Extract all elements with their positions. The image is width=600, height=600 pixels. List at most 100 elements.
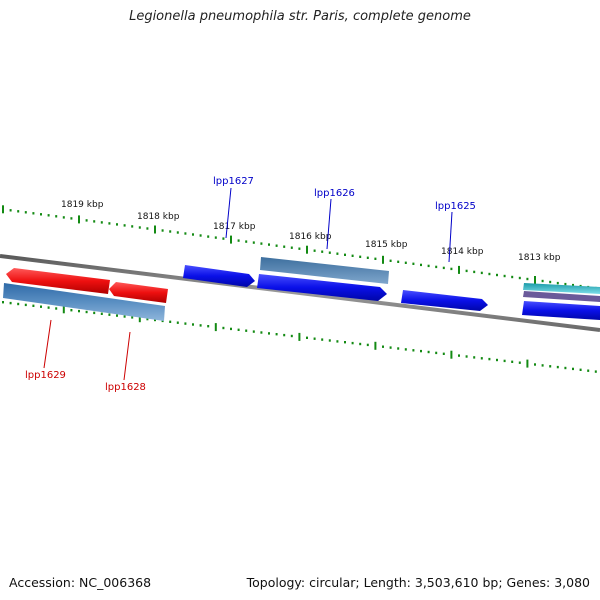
inner-scale-minor-tick	[116, 314, 118, 317]
inner-scale-minor-tick	[594, 370, 597, 373]
inner-scale-minor-tick	[237, 328, 240, 331]
scale-label-1817: 1817 kbp	[213, 222, 256, 232]
outer-scale-minor-tick	[549, 280, 552, 284]
inner-scale-minor-tick	[260, 331, 263, 334]
inner-scale-minor-tick	[192, 323, 194, 326]
inner-scale-ticks	[2, 301, 597, 373]
gene-label-lpp1629[interactable]: lpp1629	[25, 370, 66, 381]
outer-scale-minor-tick	[222, 237, 225, 240]
outer-scale-minor-tick	[442, 266, 445, 270]
inner-scale-major-tick	[526, 359, 529, 368]
inner-scale-minor-tick	[154, 318, 156, 322]
inner-scale-minor-tick	[556, 365, 559, 369]
outer-scale-minor-tick	[237, 239, 240, 242]
outer-scale-minor-tick	[9, 209, 12, 212]
gene-lpp1629-arrow[interactable]	[6, 268, 110, 294]
inner-scale-minor-tick	[290, 334, 293, 338]
gene-lpp1627-arrow[interactable]	[183, 265, 255, 287]
inner-scale-major-tick	[214, 323, 217, 332]
inner-scale-minor-tick	[397, 347, 400, 350]
gene-label-lpp1628[interactable]: lpp1628	[105, 382, 146, 393]
outer-scale-minor-tick	[245, 240, 248, 243]
gene-lpp1629-bar	[3, 283, 165, 321]
inner-scale-minor-tick	[442, 352, 445, 355]
outer-scale-minor-tick	[374, 257, 377, 260]
outer-scale-minor-tick	[450, 267, 453, 271]
outer-scale-minor-tick	[32, 212, 35, 215]
outer-scale-minor-tick	[268, 243, 270, 246]
outer-scale-minor-tick	[496, 273, 498, 277]
scale-label-1819: 1819 kbp	[61, 200, 104, 210]
outer-scale-minor-tick	[397, 260, 400, 263]
gene-lpp1626-arrow[interactable]	[257, 274, 387, 301]
outer-scale-minor-tick	[116, 223, 118, 226]
outer-scale-minor-tick	[328, 251, 331, 254]
outer-scale-minor-tick	[435, 265, 438, 269]
inner-scale-minor-tick	[283, 333, 286, 337]
outer-scale-major-tick	[382, 255, 384, 264]
inner-scale-minor-tick	[108, 313, 111, 316]
outer-scale-minor-tick	[541, 279, 544, 283]
inner-scale-minor-tick	[404, 348, 407, 351]
inner-scale-minor-tick	[55, 307, 58, 310]
gene-lpp1628-arrow[interactable]	[109, 282, 168, 303]
inner-scale-minor-tick	[541, 364, 544, 367]
inner-scale-minor-tick	[268, 332, 270, 335]
outer-scale-minor-tick	[412, 262, 415, 265]
inner-scale-minor-tick	[465, 355, 468, 358]
inner-scale-minor-tick	[207, 325, 210, 328]
inner-scale-minor-tick	[572, 367, 574, 371]
outer-scale-minor-tick	[313, 249, 316, 252]
inner-scale-minor-tick	[184, 322, 187, 325]
inner-scale-minor-tick	[412, 349, 415, 352]
inner-scale-minor-tick	[336, 340, 339, 343]
outer-scale-minor-tick	[169, 230, 172, 233]
feature-cyan-bar	[523, 283, 600, 294]
inner-scale-minor-tick	[40, 305, 42, 308]
outer-scale-minor-tick	[526, 277, 529, 281]
outer-scale-minor-tick	[283, 245, 286, 248]
inner-scale-major-tick	[374, 341, 377, 350]
inner-scale-minor-tick	[123, 315, 126, 318]
inner-scale-minor-tick	[564, 366, 567, 370]
outer-scale-minor-tick	[488, 272, 491, 276]
outer-scale-minor-tick	[427, 264, 430, 268]
scale-label-1814: 1814 kbp	[441, 247, 484, 257]
inner-scale-minor-tick	[131, 316, 134, 319]
outer-scale-major-tick	[306, 245, 308, 254]
inner-scale-minor-tick	[534, 363, 536, 366]
inner-scale-major-tick	[138, 314, 141, 323]
inner-scale-minor-tick	[275, 333, 278, 336]
outer-scale-minor-tick	[70, 217, 73, 220]
gene-label-lpp1627[interactable]: lpp1627	[213, 176, 254, 187]
inner-scale-minor-tick	[344, 341, 346, 344]
inner-scale-minor-tick	[503, 359, 506, 363]
inner-scale-minor-tick	[313, 337, 316, 340]
genome-title: Legionella pneumophila str. Paris, compl…	[129, 9, 471, 24]
inner-scale-minor-tick	[579, 368, 582, 371]
outer-scale-major-tick	[458, 265, 460, 274]
inner-scale-minor-tick	[70, 309, 73, 312]
inner-scale-minor-tick	[321, 338, 324, 341]
outer-scale-minor-tick	[93, 220, 96, 223]
outer-scale-minor-tick	[24, 211, 27, 214]
inner-scale-minor-tick	[2, 301, 4, 304]
accession-text: Accession: NC_006368	[9, 575, 152, 590]
gene-lpp1625-arrow[interactable]	[401, 290, 488, 311]
inner-scale-minor-tick	[9, 301, 12, 305]
outer-scale-minor-tick	[161, 229, 164, 232]
inner-scale-minor-tick	[420, 349, 422, 353]
gene-label-lpp1625[interactable]: lpp1625	[435, 201, 476, 212]
inner-scale-minor-tick	[32, 304, 35, 307]
outer-scale-minor-tick	[389, 259, 392, 262]
outer-scale-minor-tick	[252, 241, 255, 244]
outer-scale-minor-tick	[17, 210, 20, 213]
gene-label-lpp1626[interactable]: lpp1626	[314, 188, 355, 199]
outer-scale-minor-tick	[351, 254, 354, 257]
scale-label-1818: 1818 kbp	[137, 212, 180, 222]
gene-right-edge-arrow[interactable]	[522, 301, 600, 320]
outer-scale-major-tick	[230, 235, 232, 244]
inner-scale-minor-tick	[222, 326, 225, 330]
outer-scale-minor-tick	[207, 235, 210, 238]
